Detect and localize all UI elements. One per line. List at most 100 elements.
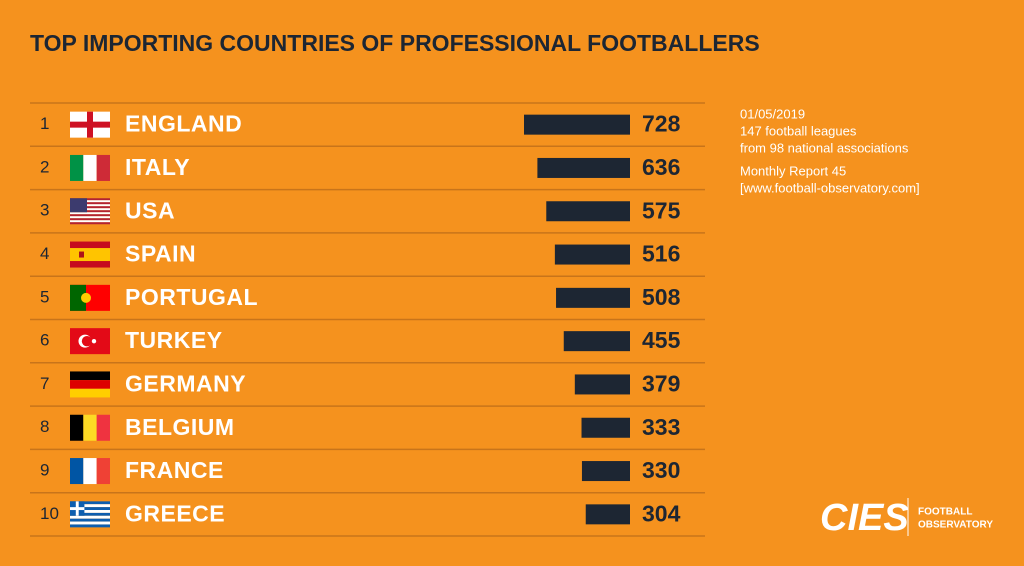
flag-part (70, 218, 110, 221)
bar (556, 287, 630, 308)
value-label: 455 (642, 327, 681, 353)
logo-subtitle: FOOTBALL (918, 507, 972, 518)
bar (537, 157, 630, 178)
flag-part (70, 198, 87, 213)
note: [www.football-observatory.com] (740, 180, 920, 195)
flag-part (70, 212, 110, 215)
bar (581, 461, 630, 482)
bar (546, 201, 630, 222)
flag (70, 154, 110, 181)
flag-part (96, 154, 110, 181)
flag (70, 284, 110, 311)
value-label: 304 (642, 500, 681, 526)
rank: 5 (40, 287, 49, 306)
flag-part (70, 371, 110, 381)
value-label: 636 (642, 154, 680, 180)
flag-part (70, 154, 84, 181)
flag-part (70, 518, 110, 522)
chart-title: TOP IMPORTING COUNTRIES OF PROFESSIONAL … (30, 30, 760, 56)
note: 147 football leagues (740, 123, 857, 138)
flag-part (70, 458, 84, 485)
country-name: GREECE (125, 500, 225, 526)
rank: 9 (40, 461, 49, 480)
rank: 1 (40, 114, 49, 133)
value-label: 516 (642, 241, 680, 267)
rank: 6 (40, 331, 49, 350)
bar (563, 331, 630, 352)
country-name: PORTUGAL (125, 284, 258, 310)
flag-part (70, 204, 110, 207)
flag (70, 198, 110, 225)
rank: 2 (40, 157, 49, 176)
flag-part (70, 507, 110, 511)
flag-part (70, 388, 110, 398)
flag-part (70, 208, 110, 211)
flag-part (70, 414, 84, 441)
country-name: TURKEY (125, 327, 223, 353)
flag-part (70, 510, 110, 513)
flag-part (81, 292, 91, 303)
note: from 98 national associations (740, 140, 909, 155)
flag (70, 414, 110, 441)
flag (70, 241, 110, 268)
value-label: 728 (642, 111, 681, 137)
flag-part (81, 335, 93, 347)
flag-part (79, 251, 84, 258)
flag (70, 328, 110, 355)
flag-part (83, 414, 97, 441)
flag-part (83, 458, 97, 485)
flag-part (83, 154, 97, 181)
country-name: ENGLAND (125, 111, 242, 137)
flag (70, 371, 110, 398)
flag-part (70, 512, 110, 516)
bar (585, 504, 630, 525)
rank: 8 (40, 417, 49, 436)
flag-part (70, 121, 110, 128)
rank: 3 (40, 201, 49, 220)
flag-part (70, 515, 110, 519)
country-name: GERMANY (125, 371, 246, 397)
flag-part (70, 504, 110, 508)
flag-part (70, 200, 110, 203)
country-name: USA (125, 197, 175, 223)
flag (70, 458, 110, 485)
flag-part (70, 222, 110, 225)
flag-part (70, 206, 110, 209)
flag-part (96, 414, 110, 441)
value-label: 379 (642, 371, 680, 397)
rank: 4 (40, 244, 49, 263)
flag-part (91, 338, 97, 344)
country-name: BELGIUM (125, 414, 235, 440)
logo: CIES (820, 497, 909, 539)
value-label: 508 (642, 284, 681, 310)
flag-part (70, 210, 110, 213)
flag-part (70, 507, 85, 511)
flag-part (96, 458, 110, 485)
country-name: ITALY (125, 154, 190, 180)
flag-part (70, 524, 110, 528)
bar (581, 417, 630, 438)
country-name: FRANCE (125, 457, 224, 483)
flag-part (70, 198, 110, 201)
rank: 7 (40, 374, 49, 393)
country-name: SPAIN (125, 241, 196, 267)
value-label: 333 (642, 414, 680, 440)
bar (554, 244, 630, 265)
bar (524, 114, 630, 135)
rank: 10 (40, 504, 59, 523)
value-label: 575 (642, 197, 681, 223)
bar (574, 374, 630, 395)
flag-part (70, 216, 110, 219)
flag-part (70, 521, 110, 525)
flag (70, 501, 110, 528)
note: Monthly Report 45 (740, 163, 846, 178)
logo-subtitle: OBSERVATORY (918, 520, 993, 531)
flag-part (70, 202, 110, 205)
flag (70, 111, 110, 138)
flag-part (70, 284, 86, 311)
note: 01/05/2019 (740, 106, 805, 121)
flag-part (70, 214, 110, 217)
flag-part (70, 380, 110, 389)
flag-part (70, 220, 110, 223)
